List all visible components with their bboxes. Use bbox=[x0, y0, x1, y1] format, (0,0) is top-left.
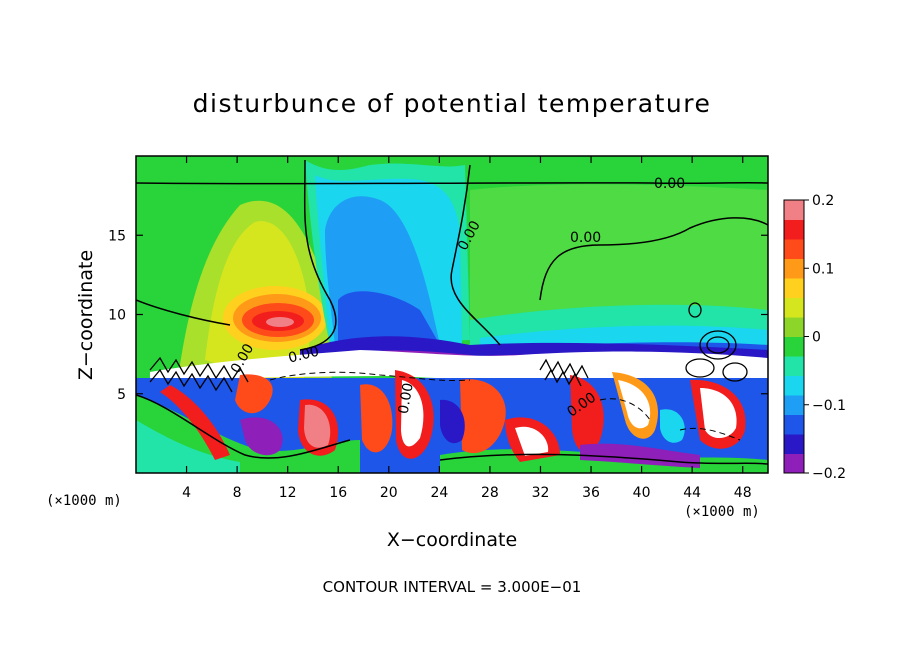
colorbar-tick-label: −0.2 bbox=[812, 466, 846, 482]
colorbar-swatch bbox=[784, 239, 804, 259]
colorbar-swatch bbox=[784, 414, 804, 435]
colorbar-swatch bbox=[784, 356, 804, 376]
y-axis-label: Z−coordinate bbox=[75, 250, 97, 380]
colorbar-ticks: 0.2 0.1 0 −0.1 −0.2 bbox=[804, 193, 846, 482]
warm-plume bbox=[700, 388, 737, 439]
y-axis: 5 10 15 bbox=[108, 228, 768, 403]
x-tick-label: 12 bbox=[279, 485, 297, 501]
contour-label: 0.00 bbox=[287, 344, 321, 367]
contour-line bbox=[136, 394, 351, 459]
cool-swirl bbox=[240, 417, 283, 456]
colorbar-swatch bbox=[784, 434, 804, 454]
contour-label: 0.00 bbox=[396, 382, 417, 415]
x-tick-label: 32 bbox=[532, 485, 550, 501]
x-tick-label: 28 bbox=[481, 485, 499, 501]
contour-label: 0.00 bbox=[654, 176, 685, 192]
warm-plume bbox=[360, 384, 393, 453]
colorbar-swatch bbox=[784, 453, 804, 474]
warm-plume bbox=[515, 426, 549, 456]
colorbar-swatch bbox=[784, 297, 804, 318]
cool-anomaly bbox=[338, 291, 440, 345]
contour-line bbox=[269, 371, 471, 382]
chart-title: disturbunce of potential temperature bbox=[193, 89, 712, 118]
colorbar bbox=[784, 200, 804, 474]
x-tick-label: 4 bbox=[182, 485, 191, 501]
colorbar-swatch bbox=[784, 278, 804, 298]
x-tick-label: 16 bbox=[329, 485, 347, 501]
warm-plume bbox=[460, 379, 506, 454]
x-tick-label: 48 bbox=[734, 485, 752, 501]
contour-cluster bbox=[722, 362, 748, 382]
contour-line bbox=[136, 299, 231, 326]
contour-cluster bbox=[544, 368, 582, 387]
colorbar-swatch bbox=[784, 200, 804, 220]
negative-contours bbox=[269, 371, 741, 441]
contour-lines bbox=[136, 159, 768, 465]
cool-swirl bbox=[660, 409, 685, 443]
warm-plume bbox=[235, 374, 273, 414]
lower-field bbox=[136, 420, 240, 473]
cool-swirl bbox=[440, 399, 465, 444]
contour-line bbox=[450, 164, 501, 346]
contour-cluster bbox=[699, 330, 737, 360]
contour-line bbox=[299, 159, 337, 351]
colorbar-tick-label: 0.1 bbox=[812, 261, 834, 277]
contour-line bbox=[136, 181, 768, 185]
y-tick-label: 15 bbox=[108, 228, 126, 244]
y-tick-label: 10 bbox=[108, 308, 126, 324]
cool-swirl bbox=[580, 443, 700, 468]
colorbar-tick-label: 0 bbox=[812, 330, 821, 346]
warm-plume bbox=[618, 380, 651, 429]
warm-plume bbox=[304, 404, 331, 448]
warm-plume bbox=[401, 380, 424, 447]
x-tick-label: 40 bbox=[633, 485, 651, 501]
warm-plume bbox=[160, 385, 230, 460]
plot-area bbox=[136, 156, 768, 473]
colorbar-swatch bbox=[784, 317, 804, 337]
x-axis-label: X−coordinate bbox=[387, 529, 517, 551]
contour-line bbox=[679, 427, 741, 441]
x-tick-label: 24 bbox=[430, 485, 448, 501]
warm-anomaly bbox=[266, 317, 294, 327]
contour-label: 0.00 bbox=[570, 230, 601, 246]
colorbar-swatch bbox=[784, 336, 804, 357]
x-axis: 4 8 12 16 20 24 28 32 36 40 44 48 bbox=[182, 156, 752, 501]
colorbar-tick-label: 0.2 bbox=[812, 193, 834, 209]
contour-interval-note: CONTOUR INTERVAL = 3.000E−01 bbox=[323, 578, 582, 596]
colorbar-swatch bbox=[784, 219, 804, 240]
contour-cluster bbox=[706, 336, 730, 354]
colorbar-swatch bbox=[784, 258, 804, 279]
y-tick-label: 5 bbox=[117, 387, 126, 403]
contour-cluster bbox=[149, 356, 249, 383]
x-tick-label: 36 bbox=[582, 485, 600, 501]
warm-plume bbox=[570, 375, 604, 453]
contour-cluster bbox=[149, 368, 233, 393]
y-axis-unit: (×1000 m) bbox=[46, 493, 122, 509]
contour-cluster bbox=[685, 358, 715, 378]
x-axis-unit: (×1000 m) bbox=[684, 504, 760, 520]
x-tick-label: 20 bbox=[380, 485, 398, 501]
contour-cluster bbox=[688, 302, 702, 318]
field-region bbox=[470, 184, 768, 330]
contour-line bbox=[439, 453, 768, 465]
colorbar-tick-label: −0.1 bbox=[812, 398, 846, 414]
colorbar-swatch bbox=[784, 395, 804, 415]
x-tick-label: 44 bbox=[683, 485, 701, 501]
contour-clusters bbox=[149, 302, 748, 393]
contour-line bbox=[539, 217, 768, 301]
x-tick-label: 8 bbox=[233, 485, 242, 501]
colorbar-swatch bbox=[784, 375, 804, 396]
contour-line bbox=[599, 398, 651, 421]
